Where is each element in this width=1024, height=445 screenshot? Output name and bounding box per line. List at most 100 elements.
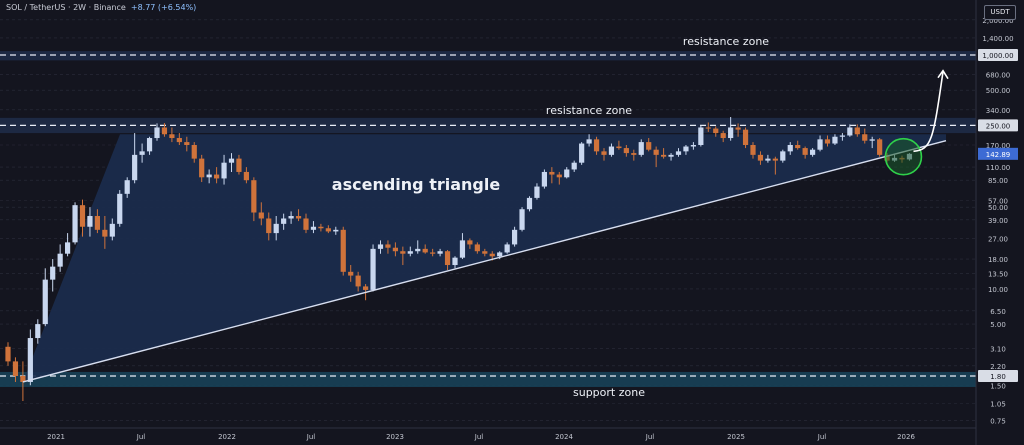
symbol-header: SOL / TetherUS · 2W · Binance +8.77 (+6.…: [6, 3, 197, 12]
candle-body: [623, 148, 629, 154]
price-tick-label: 1,400.00: [982, 35, 1013, 43]
candle-body: [154, 127, 160, 139]
ascending-trendline: [22, 140, 947, 383]
candle-body: [310, 226, 317, 230]
candle-body: [214, 174, 220, 179]
price-tick-label: 27.00: [988, 235, 1008, 243]
price-tick-label: 5.00: [990, 321, 1006, 329]
symbol-exchange: Binance: [93, 3, 126, 12]
resistance-zone: [0, 117, 976, 134]
candle-body: [720, 133, 726, 139]
time-tick-label: Jul: [817, 433, 827, 441]
price-tick-label: 1.05: [990, 400, 1006, 408]
candle-body: [146, 138, 153, 152]
time-tick-label: 2024: [555, 433, 573, 441]
zone-price-badge: [978, 370, 1018, 382]
price-tick-label: 50.00: [988, 204, 1008, 212]
candle-body: [601, 151, 607, 155]
candle-body: [251, 180, 257, 213]
candle-body: [72, 205, 78, 243]
price-tick-label: 2.20: [990, 363, 1006, 371]
price-tick-label: 3.10: [990, 345, 1006, 353]
candle-body: [534, 186, 540, 198]
candle-body: [161, 127, 168, 135]
currency-unit-button[interactable]: USDT: [984, 5, 1016, 20]
candle-body: [266, 218, 272, 234]
candle-body: [802, 148, 808, 155]
candle-body: [467, 240, 473, 245]
candle-body: [877, 139, 883, 155]
time-tick-label: 2026: [897, 433, 915, 441]
zone-price-badge: [978, 119, 1018, 132]
candle-body: [452, 257, 458, 266]
candle-body: [556, 174, 562, 178]
candle-body: [184, 142, 190, 146]
candle-body: [765, 158, 771, 161]
candle-body: [705, 127, 711, 129]
candles-layer: [5, 117, 913, 402]
time-tick-label: Jul: [645, 433, 655, 441]
candle-body: [698, 127, 704, 146]
candle-body: [206, 174, 212, 178]
candle-body: [750, 145, 756, 155]
candle-body: [742, 129, 749, 146]
candle-body: [400, 251, 406, 254]
time-tick-label: 2021: [47, 433, 65, 441]
candle-body: [526, 197, 533, 210]
candle-body: [35, 324, 41, 339]
price-tick-label: 1,000.00: [982, 52, 1013, 60]
price-tick-label: 6.50: [990, 308, 1006, 316]
candle-body: [281, 218, 287, 224]
price-tick-label: 39.00: [988, 217, 1008, 225]
last-price-badge-bg: [978, 147, 1018, 160]
candle-body: [139, 151, 145, 155]
candle-body: [295, 216, 302, 219]
candle-body: [42, 279, 48, 325]
candle-body: [444, 251, 451, 266]
candle-body: [385, 244, 391, 248]
price-tick-label: 18.00: [988, 256, 1008, 264]
candle-body: [109, 223, 115, 237]
upper-resistance-zone: [0, 51, 976, 61]
time-tick-label: Jul: [136, 433, 146, 441]
candle-body: [497, 252, 503, 257]
symbol-interval: 2W: [73, 3, 87, 12]
candle-body: [638, 142, 644, 155]
candle-body: [817, 139, 823, 150]
candle-body: [258, 212, 264, 219]
candle-body: [586, 139, 592, 144]
time-tick-label: 2023: [386, 433, 404, 441]
price-tick-label: 250.00: [986, 122, 1011, 130]
candle-body: [79, 205, 86, 227]
price-axis[interactable]: 2,000.00 1,400.00 1,000.00 680.00 500.00 340.…: [975, 0, 1024, 445]
candle-body: [668, 154, 674, 157]
arrow-head-icon: [937, 69, 949, 80]
candle-body: [579, 143, 585, 163]
price-tick-label: 170.00: [986, 142, 1011, 150]
zone-price-badge: [978, 49, 1018, 61]
price-tick-label: 1.80: [990, 373, 1006, 381]
candle-body: [12, 361, 19, 376]
candle-body: [303, 218, 309, 230]
candle-body: [333, 229, 339, 232]
symbol-pair: SOL / TetherUS: [6, 3, 66, 12]
price-tick-label: 2,000.00: [982, 17, 1013, 25]
candle-body: [459, 240, 466, 258]
candle-body: [713, 128, 719, 134]
candle-body: [87, 216, 93, 227]
price-tick-label: 1.50: [990, 382, 1006, 390]
candle-body: [847, 127, 853, 136]
candle-body: [236, 158, 242, 172]
candle-body: [20, 376, 26, 382]
candle-body: [608, 146, 615, 155]
projection-arrow-icon: [913, 71, 944, 153]
candle-body: [437, 251, 443, 254]
candle-body: [50, 266, 56, 280]
upper-resistance-zone-label: resistance zone: [683, 35, 769, 48]
candle-body: [474, 244, 480, 252]
time-axis[interactable]: 2021 Jul 2022 Jul 2023 Jul 2024 Jul 2025 Jul 2026: [0, 427, 976, 441]
price-tick-label: 340.00: [986, 107, 1011, 115]
candle-body: [117, 193, 123, 224]
candle-body: [810, 149, 816, 155]
